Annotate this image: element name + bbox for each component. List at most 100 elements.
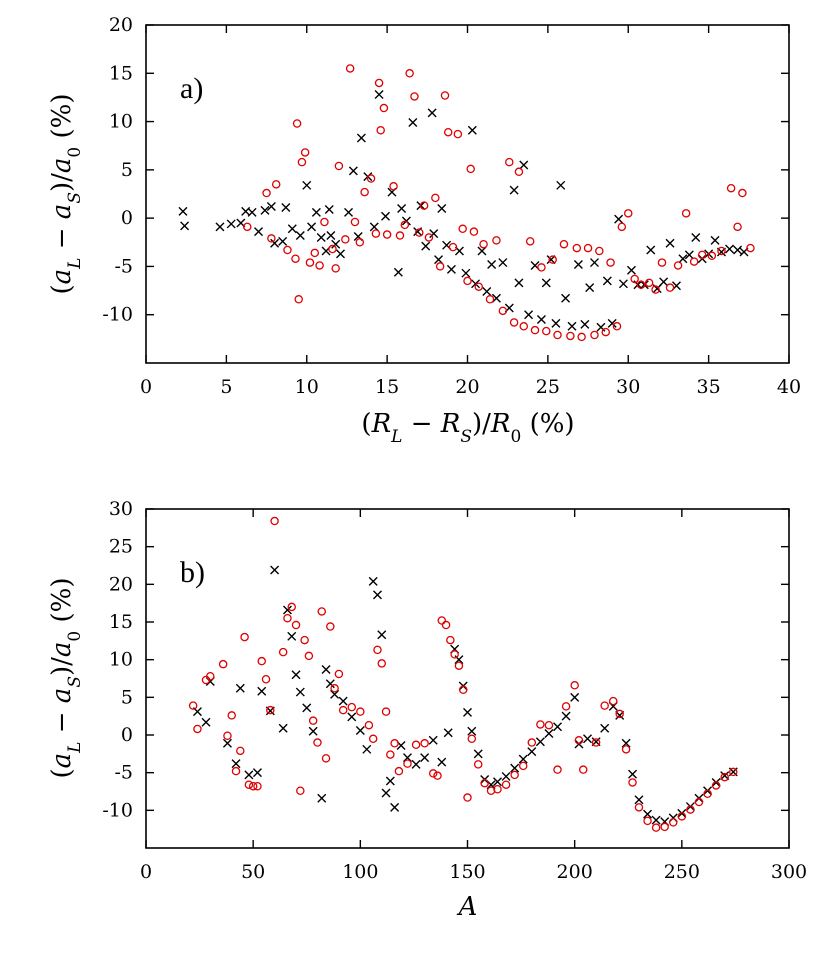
cross-point	[381, 788, 391, 798]
y-tick-label: -10	[102, 304, 133, 326]
cross-point	[278, 723, 288, 733]
circle-point	[419, 201, 429, 210]
circle-point	[636, 280, 646, 290]
cross-point	[321, 664, 331, 674]
cross-point	[493, 777, 503, 787]
cross-point	[602, 276, 612, 286]
cross-point	[471, 279, 481, 289]
cross-point	[260, 205, 270, 215]
circle-point	[548, 255, 557, 264]
circle-point	[330, 684, 339, 693]
cross-point	[524, 310, 534, 320]
cross-point	[618, 279, 628, 289]
cross-point	[570, 692, 580, 702]
cross-point	[270, 238, 280, 248]
circle-point	[373, 645, 382, 655]
circle-point	[320, 217, 329, 227]
cross-point	[402, 753, 412, 763]
circle-point	[376, 126, 385, 135]
circle-point	[479, 239, 488, 249]
cross-point	[437, 203, 447, 213]
cross-point	[331, 239, 341, 249]
cross-point	[651, 815, 661, 825]
circle-point	[615, 709, 624, 719]
circle-point	[689, 257, 699, 266]
circle-point	[291, 254, 300, 263]
cross-point	[628, 769, 638, 779]
circle-point	[474, 282, 484, 291]
cross-point	[498, 258, 508, 268]
circle-point	[382, 230, 392, 239]
cross-point	[720, 771, 730, 781]
circle-point	[271, 180, 281, 189]
circle-point	[300, 148, 310, 157]
cross-point	[427, 108, 437, 118]
cross-point	[244, 770, 254, 780]
circle-point	[606, 258, 615, 267]
x-tick-label: 25	[536, 376, 560, 398]
circle-point	[669, 818, 678, 827]
x-tick-label: 30	[616, 376, 640, 398]
circle-point	[608, 696, 618, 706]
circle-point	[381, 707, 391, 716]
circle-point	[253, 781, 262, 791]
circle-point	[350, 217, 360, 227]
circle-point	[651, 285, 660, 294]
circle-point	[206, 671, 215, 681]
circle-point	[453, 129, 463, 139]
cross-point	[519, 160, 529, 170]
circle-point	[356, 707, 365, 716]
circle-point	[338, 705, 348, 715]
circle-point	[317, 607, 327, 616]
circle-point	[578, 765, 588, 774]
cross-point	[501, 771, 511, 781]
circle-point	[231, 766, 241, 776]
circle-point	[681, 209, 691, 218]
circle-point	[243, 222, 252, 232]
circle-point	[600, 701, 609, 710]
circle-point	[703, 789, 712, 799]
cross-point	[344, 207, 354, 217]
circle-point	[294, 295, 303, 304]
x-tick-label: 0	[140, 376, 152, 398]
tick-labels: 0 5 10 15 20 25 30 35 40 20 15 10 5 0 -5 -10	[102, 14, 801, 398]
cross-point	[311, 207, 321, 217]
y-tick-label: 15	[109, 611, 133, 633]
cross-point	[429, 229, 439, 239]
cross-point	[178, 206, 188, 216]
cross-point	[646, 245, 656, 255]
x-tick-label: 300	[771, 861, 807, 883]
circle-point	[270, 516, 279, 526]
x-tick-label: 35	[697, 376, 721, 398]
cross-point	[541, 278, 551, 288]
cross-point	[356, 133, 366, 143]
cross-point	[226, 219, 236, 229]
tick-marks	[145, 24, 790, 363]
x-tick-label: 10	[295, 376, 319, 398]
cross-point	[282, 605, 292, 615]
circle-point	[717, 246, 726, 256]
cross-point	[302, 180, 312, 190]
cross-point	[544, 728, 554, 738]
circle-point	[223, 731, 232, 741]
circle-point	[514, 167, 524, 177]
plot-frame	[145, 24, 790, 364]
cross-point	[473, 749, 483, 759]
cross-point	[291, 670, 301, 680]
circle-point	[266, 705, 275, 715]
circle-point	[733, 222, 742, 232]
circle-point	[227, 711, 236, 720]
cross-point	[567, 321, 577, 331]
cross-point	[362, 744, 372, 754]
circle-point	[395, 231, 405, 240]
circle-point	[328, 244, 337, 254]
circle-point	[405, 69, 414, 78]
cross-point	[235, 683, 245, 693]
cross-point	[551, 318, 561, 328]
cross-point	[514, 278, 524, 288]
circle-point	[738, 188, 747, 198]
circle-point	[283, 613, 292, 623]
y-tick-label: 20	[109, 573, 133, 595]
circle-point	[424, 233, 434, 242]
